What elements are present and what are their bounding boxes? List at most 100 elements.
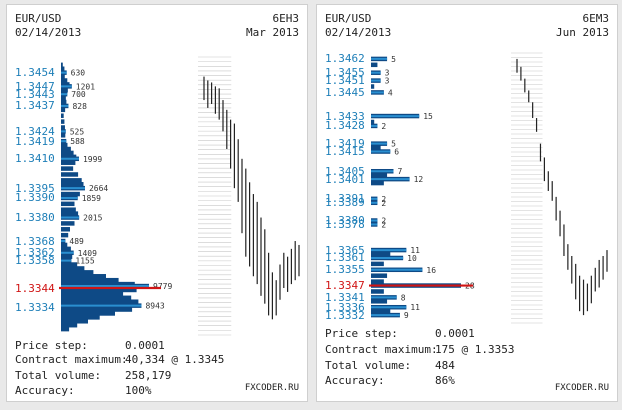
volume-bar (61, 150, 74, 156)
stat-value: 258,179 (125, 369, 172, 382)
brand-watermark[interactable]: FXCODER.RU (554, 383, 609, 393)
volume-value-label: 2 (381, 220, 386, 229)
volume-bar (61, 125, 65, 130)
volume-value-label: 3 (385, 77, 390, 86)
volume-value-label: 828 (72, 102, 87, 111)
volume-value-label: 6 (394, 148, 399, 157)
price-tick-label: 1.3361 (325, 251, 365, 265)
volume-bar (61, 99, 67, 105)
volume-value-label: 2 (381, 195, 386, 204)
contract-month: Mar 2013 (246, 26, 299, 39)
volume-bar (61, 262, 78, 267)
volume-value-label: 3 (385, 69, 390, 78)
volume-value-label: 5 (391, 55, 396, 64)
brand-watermark[interactable]: FXCODER.RU (244, 383, 299, 393)
price-tick-label: 1.3419 (15, 134, 55, 148)
price-tick-label: 1.3391 (325, 192, 365, 206)
volume-bar (61, 277, 119, 283)
profile-date: 02/14/2013 (15, 26, 82, 39)
contract-month: Jun 2013 (556, 26, 609, 39)
volume-bar (61, 326, 70, 332)
price-tick-label: 1.3443 (15, 87, 55, 101)
price-tick-label: 1.3455 (325, 66, 365, 80)
volume-value-label: 9779 (153, 282, 172, 291)
price-tick-label: 1.3433 (325, 109, 365, 123)
volume-bar (61, 270, 94, 275)
profile-date: 02/14/2013 (325, 26, 392, 39)
volume-bar (61, 66, 65, 71)
volume-bar (371, 289, 384, 294)
stat-value: 86% (435, 374, 455, 387)
volume-bar (61, 254, 73, 259)
price-tick-label: 1.3368 (15, 234, 55, 248)
price-tick-label: 1.3415 (325, 145, 365, 159)
price-tick-label: 1.3344 (15, 281, 55, 295)
volume-value-label: 12 (414, 175, 424, 184)
price-tick-label: 1.3355 (325, 263, 365, 277)
volume-value-label: 1409 (78, 249, 97, 258)
volume-bar (61, 160, 76, 165)
volume-bar (61, 291, 124, 297)
volume-value-label: 1155 (75, 257, 94, 266)
volume-value-label: 489 (69, 237, 84, 246)
volume-bar (371, 172, 388, 178)
stat-accuracy: Accuracy: 100% (15, 384, 152, 397)
stat-price-step: Price step: 0.0001 (15, 339, 165, 352)
volume-value-label: 1201 (76, 82, 95, 91)
price-tick-label: 1.3378 (325, 217, 365, 231)
volume-bar (61, 232, 69, 238)
volume-value-label: 10 (407, 254, 417, 263)
volume-bar (371, 299, 388, 304)
price-tick-label: 1.3410 (15, 152, 55, 166)
volume-value-label: 11 (410, 246, 420, 255)
volume-bar (61, 191, 80, 197)
price-tick-label: 1.3445 (325, 85, 365, 99)
volume-value-label: 2664 (89, 184, 108, 193)
volume-value-label: 8 (401, 293, 406, 302)
price-tick-label: 1.3347 (325, 279, 365, 293)
volume-bar (371, 251, 391, 257)
price-tick-label: 1.3424 (15, 124, 55, 138)
volume-bar (61, 146, 71, 152)
volume-bar (61, 107, 66, 113)
volume-bar (61, 295, 132, 301)
volume-bar (371, 308, 391, 314)
volume-bar (61, 299, 139, 304)
price-tick-label: 1.3334 (15, 301, 55, 315)
price-tick-label: 1.3437 (15, 99, 55, 113)
volume-bar (61, 178, 82, 183)
price-tick-label: 1.3390 (15, 191, 55, 205)
price-tick-label: 1.3451 (325, 74, 365, 88)
volume-bar (61, 221, 75, 226)
stat-total-volume: Total volume: 484 (325, 359, 455, 372)
volume-value-label: 525 (70, 127, 85, 136)
stat-label: Price step: (325, 327, 398, 340)
stat-value: 0.0001 (435, 327, 475, 340)
volume-bar (61, 319, 88, 324)
volume-profile-chart: 5334152567122222111016288119 (369, 52, 608, 324)
volume-bar (371, 279, 384, 284)
instrument-title: EUR/USD (325, 12, 372, 25)
volume-value-label: 4 (388, 88, 393, 97)
price-tick-label: 1.3389 (325, 196, 365, 210)
volume-bar (371, 261, 384, 267)
stat-price-step: Price step: 0.0001 (325, 327, 475, 340)
volume-bar (371, 145, 381, 150)
volume-value-label: 15 (423, 112, 433, 121)
volume-bar (61, 246, 71, 252)
stat-accuracy: Accuracy: 86% (325, 374, 455, 387)
volume-bar (61, 242, 68, 248)
volume-bar (371, 62, 378, 68)
volume-value-label: 700 (71, 90, 86, 99)
price-tick-label: 1.3341 (325, 290, 365, 304)
instrument-title: EUR/USD (15, 12, 62, 25)
price-tick-label: 1.3447 (15, 79, 55, 93)
volume-profile-panel-mar: EUR/USD 02/14/2013 6EH3 Mar 2013 1.3454 1… (6, 4, 308, 402)
stat-contract-max: Contract maximum: 175 @ 1.3353 (325, 343, 514, 356)
price-tick-label: 1.3454 (15, 66, 55, 80)
stat-label: Accuracy: (325, 374, 385, 387)
volume-bar (61, 133, 66, 138)
price-tick-label: 1.3428 (325, 119, 365, 133)
stat-label: Accuracy: (15, 384, 75, 397)
